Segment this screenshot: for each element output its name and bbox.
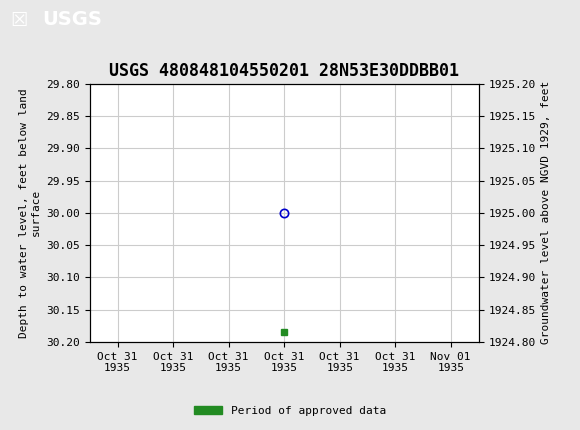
Text: USGS: USGS	[42, 10, 102, 30]
Legend: Period of approved data: Period of approved data	[190, 401, 390, 420]
Y-axis label: Depth to water level, feet below land
surface: Depth to water level, feet below land su…	[19, 88, 41, 338]
Title: USGS 480848104550201 28N53E30DDBB01: USGS 480848104550201 28N53E30DDBB01	[109, 61, 459, 80]
Y-axis label: Groundwater level above NGVD 1929, feet: Groundwater level above NGVD 1929, feet	[541, 81, 551, 344]
Text: ☒: ☒	[10, 10, 28, 30]
